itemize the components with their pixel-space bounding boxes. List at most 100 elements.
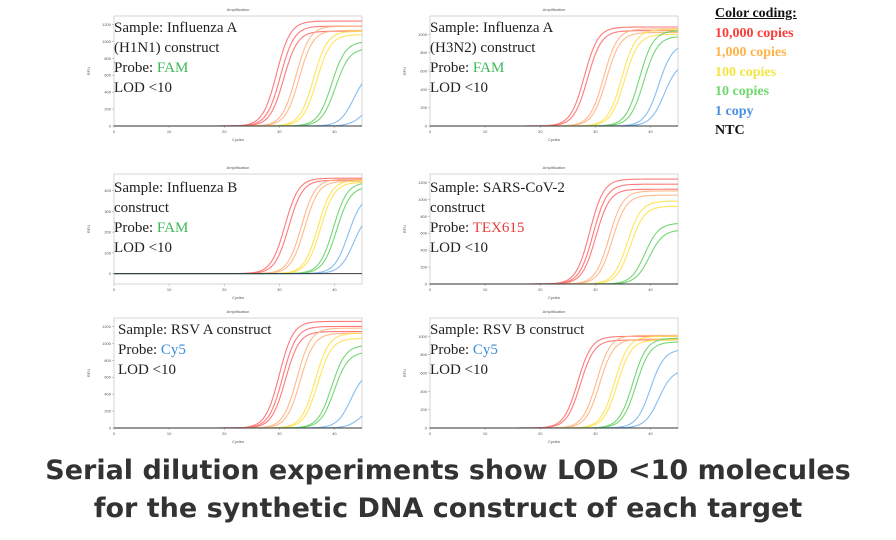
chart-panel-rsv-b: Amplification 0 200 400 600 800 1000 0 10 20 30 40 C…	[398, 306, 698, 454]
x-axis-label: Cycles	[548, 439, 560, 444]
lod-label: LOD <10	[114, 80, 173, 96]
x-tick-label: 30	[593, 431, 598, 436]
sample-label-2: (H1N1) construct	[114, 40, 220, 56]
info-rsv-b: Sample: RSV B construct Probe: Cy5 LOD <…	[430, 320, 584, 380]
y-tick-label: 800	[420, 214, 427, 219]
color-legend: Color coding: 10,000 copies 1,000 copies…	[715, 4, 797, 141]
legend-entry-1000: 1,000 copies	[715, 45, 787, 60]
y-tick-label: 1200	[418, 180, 428, 185]
x-tick-label: 10	[483, 287, 488, 292]
probe-name: FAM	[472, 60, 505, 76]
y-tick-label: 1200	[102, 324, 112, 329]
y-tick-label: 1200	[102, 22, 112, 27]
legend-entry-1: 1 copy	[715, 103, 754, 119]
amplification-chart: Amplification 0 200 400 600 800 1000 1200 0 10 20 3…	[402, 165, 679, 300]
chart-title: Amplification	[543, 7, 566, 12]
x-tick-label: 0	[429, 287, 432, 292]
x-tick-label: 0	[113, 129, 116, 134]
chart-panel-sars-cov-2: Amplification 0 200 400 600 800 1000 1200 0 10 20 3…	[398, 162, 698, 310]
curve-1-copy	[114, 379, 363, 429]
y-tick-label: 400	[104, 392, 111, 397]
amplification-chart: Amplification 0 200 400 600 800 1000 0 10 20 30 40 C…	[402, 309, 679, 444]
y-tick-label: 200	[420, 105, 427, 110]
y-tick-label: 300	[104, 209, 111, 214]
probe-prefix: Probe:	[430, 342, 473, 358]
probe-prefix: Probe:	[430, 220, 473, 236]
y-tick-label: 200	[420, 407, 427, 412]
x-axis-label: Cycles	[232, 439, 244, 444]
x-axis-label: Cycles	[548, 137, 560, 142]
y-tick-label: 0	[425, 124, 428, 129]
sample-label-2: (H3N2) construct	[430, 40, 536, 56]
x-tick-label: 10	[167, 129, 172, 134]
sample-label: Sample: RSV A construct	[118, 322, 272, 338]
x-tick-label: 0	[429, 431, 432, 436]
x-tick-label: 40	[332, 129, 337, 134]
probe-name: Cy5	[472, 342, 498, 358]
y-tick-label: 100	[104, 250, 111, 255]
x-tick-label: 40	[332, 431, 337, 436]
y-tick-label: 0	[109, 271, 112, 276]
y-axis-label: RFU	[402, 369, 407, 377]
chart-title: Amplification	[227, 165, 250, 170]
x-tick-label: 30	[277, 129, 282, 134]
y-tick-label: 800	[104, 56, 111, 61]
lod-label: LOD <10	[118, 362, 177, 378]
plot-area	[113, 173, 363, 285]
y-tick-label: 1000	[418, 334, 428, 339]
legend-entry-100: 100 copies	[715, 64, 777, 80]
x-tick-label: 20	[538, 129, 543, 134]
chart-title: Amplification	[543, 309, 566, 314]
y-tick-label: 800	[420, 352, 427, 357]
probe-prefix: Probe:	[114, 60, 157, 76]
info-h3n2: Sample: Influenza A (H3N2) construct Pro…	[430, 18, 553, 98]
y-tick-label: 1000	[102, 39, 112, 44]
y-tick-label: 800	[420, 50, 427, 55]
x-tick-label: 10	[167, 431, 172, 436]
sample-label: Sample: RSV B construct	[430, 322, 585, 338]
y-tick-label: 0	[109, 426, 112, 431]
legend-entry-ntc: NTC	[715, 123, 745, 138]
probe-prefix: Probe:	[430, 60, 473, 76]
lod-label: LOD <10	[430, 362, 489, 378]
chart-title: Amplification	[227, 309, 250, 314]
amplification-chart: Amplification 0 200 400 600 800 1000 1200 0 10 20 3…	[86, 309, 363, 444]
y-tick-label: 0	[425, 426, 428, 431]
chart-title: Amplification	[227, 7, 250, 12]
x-axis-label: Cycles	[548, 295, 560, 300]
curve-1-copy	[430, 372, 679, 429]
x-tick-label: 10	[483, 129, 488, 134]
y-axis-label: RFU	[402, 225, 407, 233]
y-axis-label: RFU	[86, 369, 91, 377]
x-tick-label: 40	[648, 287, 653, 292]
y-tick-label: 400	[420, 248, 427, 253]
y-axis-label: RFU	[86, 225, 91, 233]
y-tick-label: 600	[104, 375, 111, 380]
x-tick-label: 20	[538, 431, 543, 436]
x-tick-label: 20	[222, 431, 227, 436]
y-tick-label: 600	[420, 231, 427, 236]
x-tick-label: 40	[332, 287, 337, 292]
sample-label: Sample: SARS-CoV-2	[430, 180, 565, 196]
info-sars-cov-2: Sample: SARS-CoV-2 construct Probe: TEX6…	[430, 178, 565, 258]
x-tick-label: 20	[222, 287, 227, 292]
y-tick-label: 400	[104, 188, 111, 193]
y-tick-label: 1000	[418, 32, 428, 37]
x-tick-label: 40	[648, 431, 653, 436]
x-axis-label: Cycles	[232, 137, 244, 142]
y-tick-label: 1000	[102, 341, 112, 346]
y-tick-label: 0	[425, 282, 428, 287]
legend-entry-10000: 10,000 copies	[715, 25, 794, 41]
y-tick-label: 200	[104, 107, 111, 112]
probe-line: Probe: FAM	[114, 58, 237, 78]
x-axis-label: Cycles	[232, 295, 244, 300]
x-tick-label: 10	[483, 431, 488, 436]
y-tick-label: 400	[420, 389, 427, 394]
probe-name: FAM	[156, 60, 189, 76]
y-axis-label: RFU	[86, 67, 91, 75]
y-axis-label: RFU	[402, 67, 407, 75]
chart-panel-h3n2: Amplification 0 200 400 600 800 1000 0 10 20 30 40 C…	[398, 4, 698, 152]
y-tick-label: 200	[420, 265, 427, 270]
sample-label: Sample: Influenza B	[114, 180, 238, 196]
probe-name: Cy5	[160, 342, 186, 358]
